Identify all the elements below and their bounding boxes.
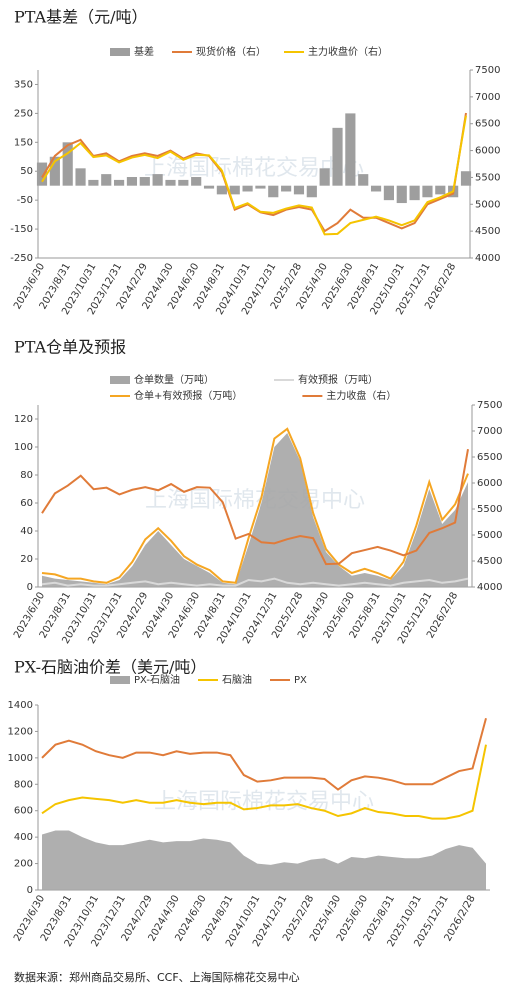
y2-tick-label: 4500 xyxy=(477,556,502,567)
y-tick-label: -50 xyxy=(17,195,33,206)
legend-label: 主力收盘价（右） xyxy=(308,45,388,58)
y-tick-label: 1400 xyxy=(8,700,33,711)
line xyxy=(41,449,469,566)
bar xyxy=(216,185,227,195)
y2-tick-label: 4500 xyxy=(475,226,500,237)
y-tick-label: 50 xyxy=(20,166,33,177)
bar xyxy=(191,177,202,186)
bar xyxy=(114,179,125,186)
watermark: 上海国际棉花交易中心 xyxy=(144,156,364,181)
bar xyxy=(345,113,356,186)
y-tick-label: 600 xyxy=(14,806,33,817)
legend-swatch xyxy=(110,676,130,684)
line xyxy=(41,717,487,791)
y-tick-label: 250 xyxy=(14,108,33,119)
bar xyxy=(242,185,253,192)
bar xyxy=(229,185,240,195)
source-note: 数据来源：郑州商品交易所、CCF、上海国际棉花交易中心 xyxy=(14,970,300,984)
bar xyxy=(62,142,73,186)
y-tick-label: 60 xyxy=(20,498,33,509)
y2-tick-label: 5000 xyxy=(475,199,500,210)
y-tick-label: 200 xyxy=(14,859,33,870)
bar xyxy=(152,174,163,186)
bar xyxy=(75,168,86,186)
y-tick-label: 350 xyxy=(14,79,33,90)
bar xyxy=(255,185,266,189)
line xyxy=(41,744,487,820)
y2-tick-label: 6000 xyxy=(477,478,502,489)
y-tick-label: 40 xyxy=(20,526,33,537)
legend-label: 石脑油 xyxy=(222,673,252,686)
line xyxy=(41,577,469,587)
y-tick-label: 0 xyxy=(27,582,33,593)
bar xyxy=(358,174,369,186)
bar xyxy=(422,185,433,198)
chart-title: PTA基差（元/吨） xyxy=(14,8,148,27)
line xyxy=(41,427,469,584)
bar xyxy=(319,168,330,186)
y2-tick-label: 7000 xyxy=(477,426,502,437)
bar xyxy=(396,185,407,204)
bar xyxy=(49,156,60,186)
legend-swatch xyxy=(110,376,130,384)
y-tick-label: 150 xyxy=(14,137,33,148)
bar xyxy=(126,177,138,186)
y-tick-label: 400 xyxy=(14,832,33,843)
y-tick-label: 80 xyxy=(20,470,33,481)
line xyxy=(41,115,467,236)
y-tick-label: 1200 xyxy=(8,726,33,737)
y-tick-label: 20 xyxy=(20,554,33,565)
y2-tick-label: 4000 xyxy=(477,582,502,593)
bar xyxy=(370,185,382,192)
y2-tick-label: 7500 xyxy=(477,400,502,411)
legend-label: 主力收盘（右） xyxy=(326,389,396,402)
area xyxy=(42,433,468,587)
bar xyxy=(409,185,420,201)
bar xyxy=(178,179,189,186)
y-tick-label: 120 xyxy=(14,414,33,425)
bar xyxy=(165,179,176,186)
bar xyxy=(460,171,472,186)
y-tick-label: 100 xyxy=(14,442,33,453)
bar xyxy=(203,185,215,189)
bar xyxy=(332,127,343,186)
y2-tick-label: 7500 xyxy=(475,65,500,76)
chart-title: PTA仓单及预报 xyxy=(14,338,126,357)
legend-swatch xyxy=(110,48,130,56)
y2-tick-label: 6500 xyxy=(475,119,500,130)
legend-label: 基差 xyxy=(134,45,154,58)
bar xyxy=(293,185,305,195)
legend-label: 现货价格（右） xyxy=(196,45,266,58)
bar xyxy=(281,185,292,192)
y2-tick-label: 6000 xyxy=(475,146,500,157)
bar xyxy=(36,162,48,186)
area xyxy=(42,830,486,890)
legend-label: 仓单+有效预报（万吨） xyxy=(134,389,242,402)
bar xyxy=(88,179,99,186)
y2-tick-label: 6500 xyxy=(477,452,502,463)
bar xyxy=(268,185,279,198)
y-tick-label: 0 xyxy=(27,885,33,896)
y2-tick-label: 5500 xyxy=(475,172,500,183)
y2-tick-label: 5500 xyxy=(477,504,502,515)
bar xyxy=(306,185,317,198)
y-tick-label: 1000 xyxy=(8,753,33,764)
bar xyxy=(139,177,150,186)
y-tick-label: -150 xyxy=(10,224,33,235)
y-tick-label: -250 xyxy=(10,253,33,264)
y-tick-label: 800 xyxy=(14,779,33,790)
y2-tick-label: 4000 xyxy=(475,253,500,264)
y2-tick-label: 5000 xyxy=(477,530,502,541)
legend-label: PX xyxy=(294,675,307,686)
bar xyxy=(383,185,394,201)
legend-label: 有效预报（万吨） xyxy=(298,373,378,386)
y2-tick-label: 7000 xyxy=(475,92,500,103)
watermark: 上海国际棉花交易中心 xyxy=(145,488,365,513)
legend-label: 仓单数量（万吨） xyxy=(134,373,214,386)
bar xyxy=(435,185,446,195)
chart-title: PX-石脑油价差（美元/吨） xyxy=(14,658,206,677)
bar xyxy=(101,174,112,186)
legend-label: PX-石脑油 xyxy=(134,673,180,686)
